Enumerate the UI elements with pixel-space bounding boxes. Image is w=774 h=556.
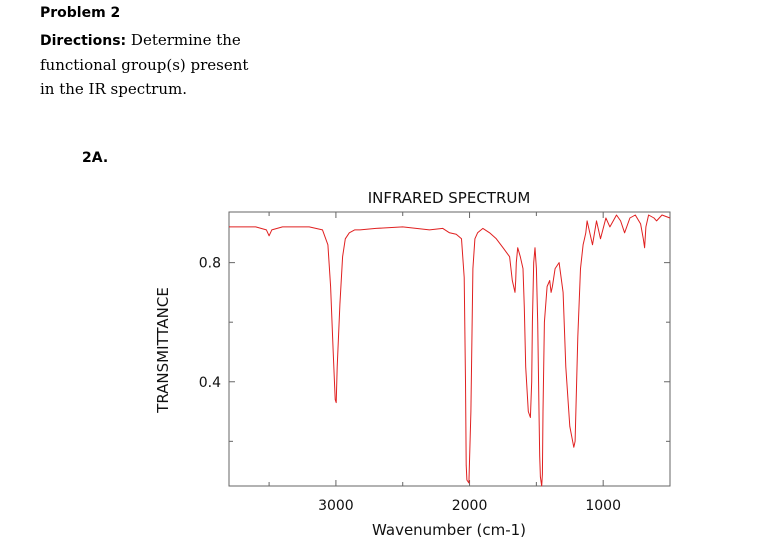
axis-ticks: [229, 212, 671, 486]
axis-tick-labels: 3000 2000 1000 0.4 0.8: [199, 256, 621, 514]
problem-title: Problem 2: [40, 5, 121, 21]
y-tick-label: 0.8: [199, 256, 221, 272]
x-tick-label: 2000: [452, 498, 488, 514]
x-tick-label: 1000: [585, 498, 621, 514]
y-tick-label: 0.4: [199, 375, 221, 391]
chart-title: INFRARED SPECTRUM: [368, 189, 531, 207]
directions-text: Determine the functional group(s) presen…: [40, 31, 249, 98]
x-tick-label: 3000: [318, 498, 354, 514]
directions: Directions: Determine the functional gro…: [40, 28, 260, 101]
spectrum-line: [229, 214, 671, 487]
sub-problem-label: 2A.: [82, 150, 109, 166]
plot-frame: [228, 211, 671, 487]
x-axis-label: Wavenumber (cm-1): [372, 521, 526, 539]
directions-label: Directions:: [40, 33, 127, 49]
y-axis-label: TRANSMITTANCE: [154, 287, 172, 414]
